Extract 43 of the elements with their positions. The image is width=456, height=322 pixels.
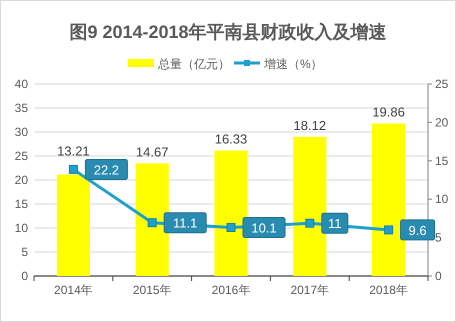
y-tick-label: 40 [14, 77, 28, 91]
bar [56, 174, 90, 276]
data-label: 18.12 [294, 118, 326, 133]
y-tick-label: 20 [14, 173, 28, 187]
point [226, 223, 236, 232]
y-tick-label: 25 [14, 149, 28, 163]
bar [372, 123, 406, 276]
data-label: 22.2 [94, 162, 120, 178]
y2-tick-label: 25 [435, 77, 449, 91]
y-tick-label: 35 [14, 101, 28, 115]
data-label: 11.1 [173, 216, 198, 231]
bar [293, 136, 326, 276]
legend-label: 增速（%） [263, 57, 323, 71]
y-tick-label: 15 [14, 197, 28, 211]
y2-tick-label: 15 [435, 154, 449, 168]
x-tick-label: 2014年 [54, 283, 93, 297]
data-label: 10.1 [251, 220, 277, 236]
y-tick-label: 30 [14, 125, 28, 139]
bar [136, 163, 169, 276]
x-tick-label: 2015年 [132, 283, 172, 297]
data-label: 14.67 [136, 144, 168, 160]
x-tick-label: 2018年 [369, 283, 408, 297]
point [384, 225, 394, 234]
x-tick-label: 2017年 [290, 283, 330, 297]
legend-label: 总量（亿元） [157, 57, 230, 71]
y2-tick-label: 10 [435, 192, 449, 206]
point [305, 218, 314, 228]
data-label: 16.33 [214, 132, 248, 147]
data-label: 13.21 [57, 143, 90, 158]
chart-title: 图9 2014-2018年平南县财政收入及增速 [69, 22, 387, 42]
point [148, 218, 157, 228]
y-tick-label: 0 [21, 269, 28, 283]
y2-tick-label: 5 [435, 230, 442, 245]
x-tick-label: 2016年 [212, 283, 250, 297]
y2-tick-label: 20 [435, 115, 449, 130]
y-tick-label: 10 [14, 221, 28, 235]
data-label: 9.6 [408, 222, 427, 238]
data-label: 19.86 [372, 104, 405, 120]
y-tick-label: 5 [21, 245, 28, 259]
data-label: 11 [328, 216, 342, 232]
y2-tick-label: 0 [435, 269, 442, 283]
point [68, 164, 78, 174]
bar [214, 150, 248, 276]
